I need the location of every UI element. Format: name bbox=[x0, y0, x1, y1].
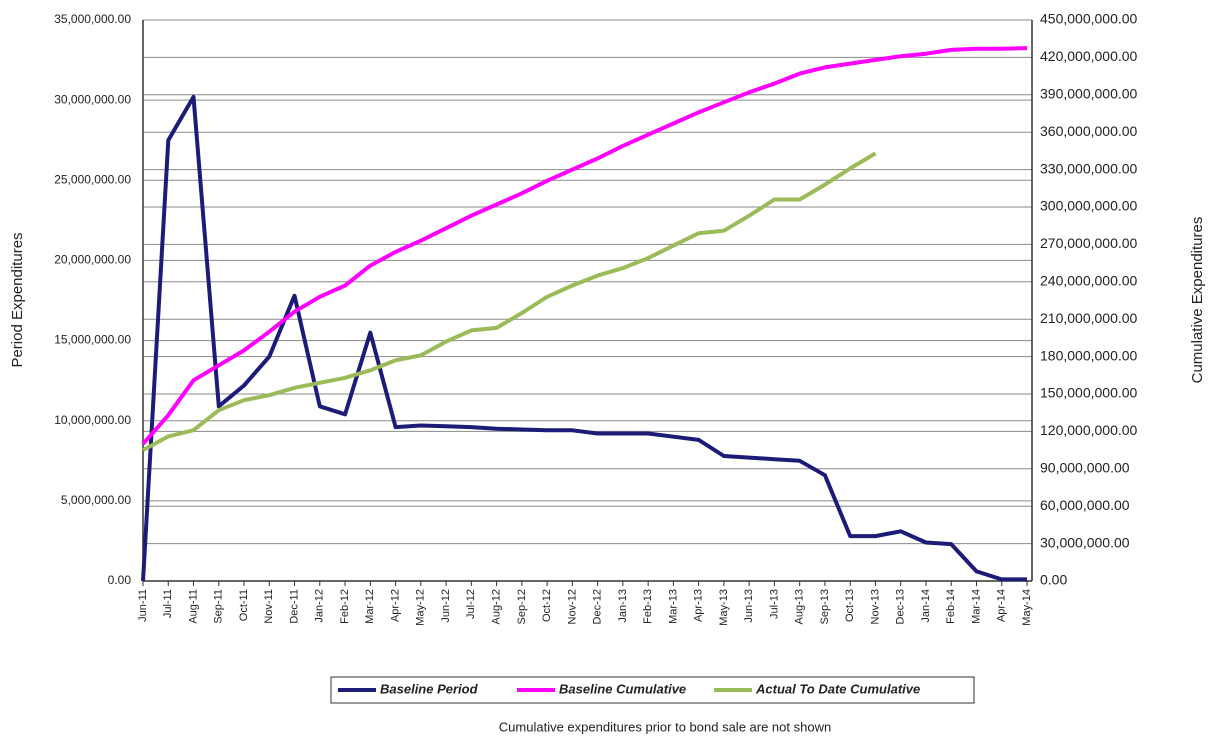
x-tick-label: Feb-13 bbox=[642, 589, 654, 624]
y-tick-label: 20,000,000.00 bbox=[54, 253, 131, 267]
y-tick-label: 25,000,000.00 bbox=[54, 172, 131, 186]
y2-tick-label: 60,000,000.00 bbox=[1040, 497, 1130, 513]
x-tick-label: Oct-13 bbox=[844, 589, 856, 622]
x-tick-label: May-13 bbox=[718, 589, 730, 626]
x-tick-label: Jan-12 bbox=[314, 589, 326, 623]
x-tick-label: Feb-14 bbox=[945, 589, 957, 624]
x-tick-label: Oct-11 bbox=[238, 589, 250, 621]
y2-tick-label: 420,000,000.00 bbox=[1040, 48, 1138, 64]
x-tick-label: Oct-12 bbox=[541, 589, 553, 622]
x-tick-label: Feb-12 bbox=[339, 589, 351, 624]
x-tick-label: Jul-13 bbox=[768, 589, 780, 619]
y2-axis-title: Cumulative Expenditures bbox=[1189, 217, 1206, 384]
series-line bbox=[141, 46, 1028, 446]
x-tick-label: Aug-13 bbox=[794, 589, 806, 624]
legend-box bbox=[330, 676, 975, 704]
y2-tick-label: 270,000,000.00 bbox=[1040, 235, 1138, 251]
x-tick-label: Nov-12 bbox=[566, 589, 578, 624]
y2-tick-label: 240,000,000.00 bbox=[1040, 273, 1138, 289]
footnote: Cumulative expenditures prior to bond sa… bbox=[499, 719, 831, 734]
series-line bbox=[142, 151, 877, 452]
x-tick-label: Jan-14 bbox=[920, 589, 932, 623]
legend-label: Actual To Date Cumulative bbox=[755, 681, 920, 696]
series-line bbox=[141, 94, 1027, 582]
y2-tick-label: 30,000,000.00 bbox=[1040, 534, 1130, 550]
y2-tick-label: 330,000,000.00 bbox=[1040, 160, 1138, 176]
x-tick-label: May-12 bbox=[415, 589, 427, 626]
y2-tick-label: 180,000,000.00 bbox=[1040, 347, 1138, 363]
y2-tick-label: 0.00 bbox=[1040, 572, 1067, 588]
x-tick-label: Nov-11 bbox=[263, 589, 275, 624]
y2-tick-label: 450,000,000.00 bbox=[1040, 11, 1138, 27]
y-tick-label: 35,000,000.00 bbox=[54, 12, 131, 26]
x-tick-label: Jun-11 bbox=[137, 589, 149, 622]
x-tick-label: Apr-13 bbox=[693, 589, 705, 622]
x-tick-label: Aug-11 bbox=[187, 589, 199, 624]
x-tick-label: Mar-14 bbox=[970, 589, 982, 624]
x-tick-label: Nov-13 bbox=[869, 589, 881, 624]
x-tick-label: Sep-12 bbox=[516, 589, 528, 624]
x-tick-label: Dec-11 bbox=[288, 589, 300, 624]
x-tick-label: Apr-14 bbox=[996, 589, 1008, 622]
x-tick-label: Jun-12 bbox=[440, 589, 452, 623]
x-tick-label: Apr-12 bbox=[389, 589, 401, 622]
y2-tick-label: 360,000,000.00 bbox=[1040, 123, 1138, 139]
x-tick-label: Sep-11 bbox=[213, 589, 225, 624]
y2-tick-label: 390,000,000.00 bbox=[1040, 86, 1138, 102]
y-tick-label: 10,000,000.00 bbox=[54, 413, 131, 427]
x-tick-label: May-14 bbox=[1021, 589, 1033, 626]
x-tick-label: Mar-12 bbox=[364, 589, 376, 624]
plot-area bbox=[143, 20, 1032, 581]
x-tick-label: Jan-13 bbox=[617, 589, 629, 623]
y-tick-label: 15,000,000.00 bbox=[54, 333, 131, 347]
x-tick-label: Dec-13 bbox=[895, 589, 907, 624]
y2-tick-label: 90,000,000.00 bbox=[1040, 460, 1130, 476]
x-tick-label: Mar-13 bbox=[667, 589, 679, 624]
legend-label: Baseline Cumulative bbox=[559, 681, 686, 696]
y-tick-label: 30,000,000.00 bbox=[54, 92, 131, 106]
y2-tick-label: 210,000,000.00 bbox=[1040, 310, 1138, 326]
y-tick-label: 5,000,000.00 bbox=[61, 493, 131, 507]
x-tick-label: Sep-13 bbox=[819, 589, 831, 624]
x-tick-label: Aug-12 bbox=[491, 589, 503, 624]
x-tick-label: Jun-13 bbox=[743, 589, 755, 623]
y2-tick-label: 300,000,000.00 bbox=[1040, 198, 1138, 214]
y-axis-title: Period Expenditures bbox=[9, 232, 26, 367]
y2-tick-label: 150,000,000.00 bbox=[1040, 385, 1138, 401]
x-tick-label: Dec-12 bbox=[592, 589, 604, 624]
y-tick-label: 0.00 bbox=[108, 573, 132, 587]
legend-label: Baseline Period bbox=[380, 681, 479, 696]
x-tick-label: Jul-11 bbox=[162, 589, 174, 618]
x-tick-label: Jul-12 bbox=[465, 589, 477, 619]
y2-tick-label: 120,000,000.00 bbox=[1040, 422, 1138, 438]
